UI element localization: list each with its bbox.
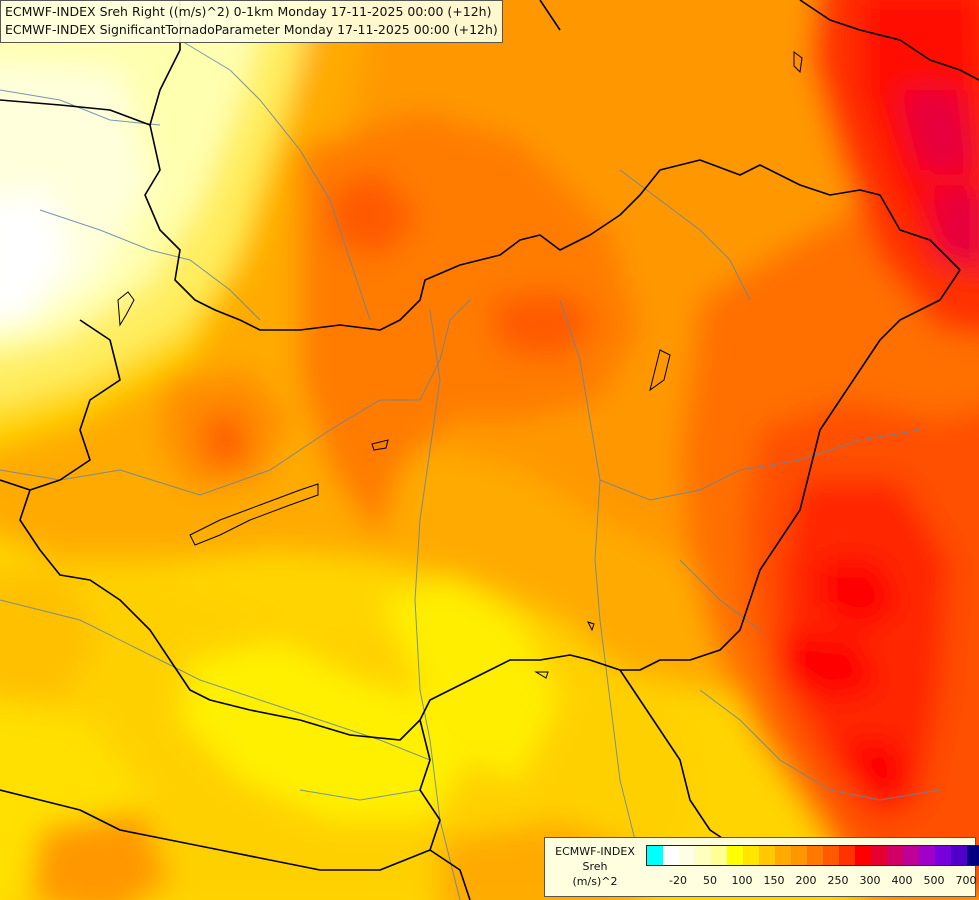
- legend-swatch: [855, 846, 871, 865]
- lake-small-3: [793, 51, 803, 74]
- map-title-box: ECMWF-INDEX Sreh Right ((m/s)^2) 0-1km M…: [0, 0, 503, 43]
- legend-title: ECMWF-INDEX Sreh (m/s)^2: [549, 844, 641, 889]
- legend-swatch: [647, 846, 663, 865]
- legend-swatch: [759, 846, 775, 865]
- legend-title-unit: (m/s)^2: [572, 875, 618, 888]
- legend-tick-labels: -20 50 100 150 200 250 300 400 500 700: [646, 874, 977, 890]
- legend-swatch: [743, 846, 759, 865]
- legend-swatch: [727, 846, 743, 865]
- legend-title-variable: Sreh: [582, 860, 608, 873]
- legend-swatch: [839, 846, 855, 865]
- legend-title-model: ECMWF-INDEX: [555, 845, 635, 858]
- color-legend: ECMWF-INDEX Sreh (m/s)^2 -20 50 100 150 200 2…: [544, 837, 979, 897]
- legend-tick-label: -20: [669, 874, 687, 887]
- legend-tick-label: 300: [859, 874, 881, 887]
- legend-tick-label: 400: [891, 874, 913, 887]
- legend-swatch: [887, 846, 903, 865]
- lake-small-4: [649, 349, 671, 392]
- legend-swatch: [823, 846, 839, 865]
- legend-swatch: [775, 846, 791, 865]
- lake-small-6: [534, 671, 549, 679]
- rivers: [0, 39, 941, 900]
- legend-swatch: [935, 846, 951, 865]
- legend-tick-label: 100: [731, 874, 753, 887]
- legend-swatch: [807, 846, 823, 865]
- legend-swatch: [871, 846, 887, 865]
- legend-color-scale: [646, 845, 979, 866]
- lake-small-1: [371, 439, 389, 451]
- legend-swatch: [967, 846, 979, 865]
- legend-swatch: [903, 846, 919, 865]
- legend-swatch: [951, 846, 967, 865]
- title-line-stp: ECMWF-INDEX SignificantTornadoParameter …: [5, 22, 498, 37]
- legend-swatch: [791, 846, 807, 865]
- lake-small-2: [117, 291, 135, 327]
- lake-small-5: [587, 621, 595, 632]
- legend-swatch: [679, 846, 695, 865]
- legend-swatch: [711, 846, 727, 865]
- legend-tick-label: 50: [703, 874, 717, 887]
- lakes: [117, 51, 803, 679]
- legend-swatch: [663, 846, 679, 865]
- lake-balaton: [189, 483, 319, 546]
- legend-tick-label: 250: [827, 874, 849, 887]
- legend-swatch: [695, 846, 711, 865]
- legend-swatch: [919, 846, 935, 865]
- legend-tick-label: 150: [763, 874, 785, 887]
- legend-tick-label: 700: [955, 874, 977, 887]
- legend-tick-label: 200: [795, 874, 817, 887]
- legend-tick-label: 500: [923, 874, 945, 887]
- title-line-sreh: ECMWF-INDEX Sreh Right ((m/s)^2) 0-1km M…: [5, 4, 492, 19]
